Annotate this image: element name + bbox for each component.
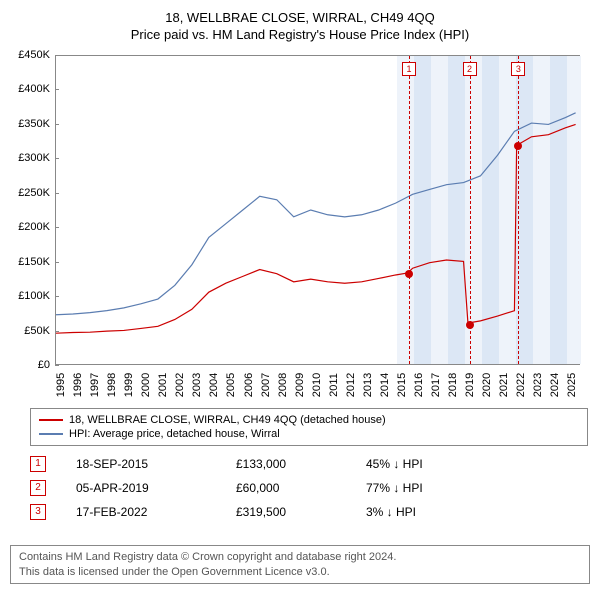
transaction-date: 18-SEP-2015 — [76, 457, 236, 471]
series-line — [56, 113, 576, 315]
transaction-vline — [409, 56, 410, 364]
y-tick-label: £150K — [18, 256, 50, 268]
transaction-row: 3 17-FEB-2022£319,5003% ↓ HPI — [30, 500, 570, 524]
legend-label: HPI: Average price, detached house, Wirr… — [69, 428, 280, 440]
legend-label: 18, WELLBRAE CLOSE, WIRRAL, CH49 4QQ (de… — [69, 414, 386, 426]
transaction-hpi: 3% ↓ HPI — [366, 505, 486, 519]
legend-swatch — [39, 419, 63, 421]
footer-attribution: Contains HM Land Registry data © Crown c… — [10, 545, 590, 584]
transaction-date: 17-FEB-2022 — [76, 505, 236, 519]
transactions-table: 1 18-SEP-2015£133,00045% ↓ HPI 2 05-APR-201… — [30, 452, 570, 524]
transaction-dot — [405, 270, 413, 278]
transaction-vline — [470, 56, 471, 364]
y-tick-label: £50K — [24, 325, 50, 337]
transaction-row: 2 05-APR-2019£60,00077% ↓ HPI — [30, 476, 570, 500]
chart-wrap: £0 £50K £100K £150K £200K £250K £300K £350K £400… — [10, 55, 590, 395]
plot-area: 1 2 3 — [55, 55, 580, 365]
transaction-price: £133,000 — [236, 457, 366, 471]
y-tick-label: £400K — [18, 83, 50, 95]
footer-line-2: This data is licensed under the Open Gov… — [19, 565, 581, 579]
transaction-vline — [518, 56, 519, 364]
y-tick-label: £450K — [18, 49, 50, 61]
transaction-marker: 2 — [463, 62, 477, 76]
chart-title: 18, WELLBRAE CLOSE, WIRRAL, CH49 4QQ — [0, 0, 600, 25]
y-tick-label: £100K — [18, 290, 50, 302]
transaction-marker: 1 — [402, 62, 416, 76]
chart-container: 18, WELLBRAE CLOSE, WIRRAL, CH49 4QQ Pri… — [0, 0, 600, 590]
transaction-hpi: 77% ↓ HPI — [366, 481, 486, 495]
transaction-dot — [514, 142, 522, 150]
y-tick-label: £350K — [18, 118, 50, 130]
legend-item: HPI: Average price, detached house, Wirr… — [39, 427, 579, 441]
transaction-price: £60,000 — [236, 481, 366, 495]
transaction-hpi: 45% ↓ HPI — [366, 457, 486, 471]
transaction-price: £319,500 — [236, 505, 366, 519]
y-tick-label: £250K — [18, 187, 50, 199]
transaction-number: 3 — [30, 504, 46, 520]
legend-swatch — [39, 433, 63, 435]
transaction-number: 2 — [30, 480, 46, 496]
chart-subtitle: Price paid vs. HM Land Registry's House … — [0, 25, 600, 42]
legend-item: 18, WELLBRAE CLOSE, WIRRAL, CH49 4QQ (de… — [39, 413, 579, 427]
transaction-date: 05-APR-2019 — [76, 481, 236, 495]
line-layer — [56, 56, 579, 364]
footer-line-1: Contains HM Land Registry data © Crown c… — [19, 550, 581, 564]
y-tick-label: £0 — [38, 359, 50, 371]
transaction-marker: 3 — [511, 62, 525, 76]
x-tick-label: 2025 — [566, 359, 590, 383]
transaction-row: 1 18-SEP-2015£133,00045% ↓ HPI — [30, 452, 570, 476]
transaction-number: 1 — [30, 456, 46, 472]
transaction-dot — [466, 321, 474, 329]
legend: 18, WELLBRAE CLOSE, WIRRAL, CH49 4QQ (de… — [30, 408, 588, 446]
y-tick-label: £200K — [18, 221, 50, 233]
y-tick-label: £300K — [18, 152, 50, 164]
